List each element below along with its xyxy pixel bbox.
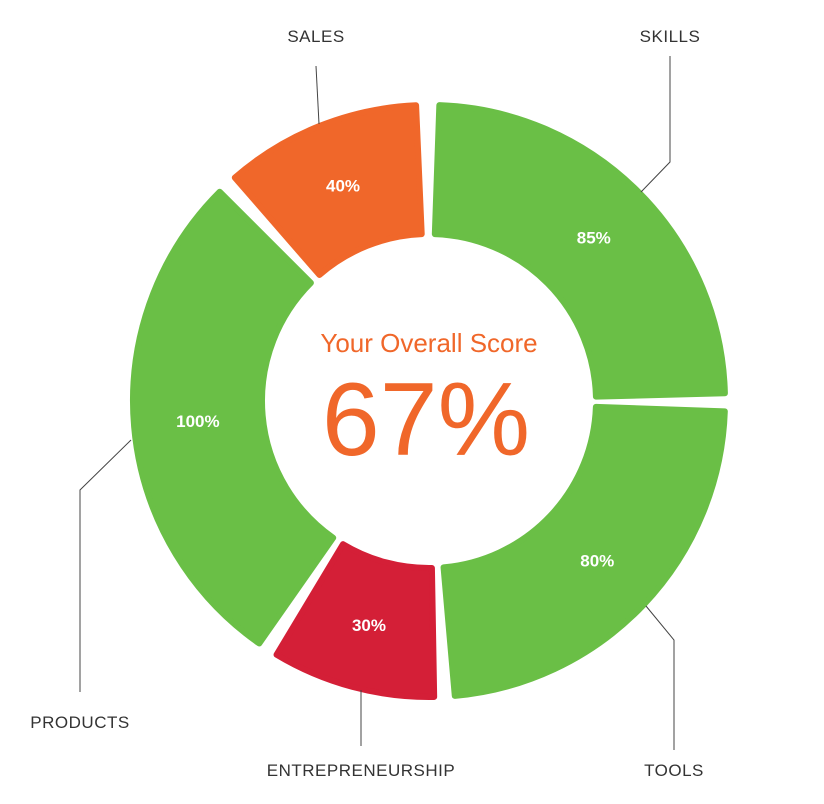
segment-products	[130, 188, 337, 647]
overall-score-value: 67%	[322, 362, 530, 478]
value-label-products: 100%	[176, 412, 219, 431]
segment-entrepreneurship	[273, 541, 438, 700]
value-label-sales: 40%	[326, 177, 360, 196]
segment-skills	[431, 102, 728, 400]
segment-tools	[440, 403, 728, 699]
segment-sales	[231, 102, 425, 278]
category-label-sales: SALES	[287, 27, 344, 46]
category-label-products: PRODUCTS	[30, 713, 129, 732]
category-label-entrepreneurship: ENTREPRENEURSHIP	[267, 761, 455, 780]
category-label-skills: SKILLS	[640, 27, 701, 46]
overall-score-title: Your Overall Score	[320, 328, 537, 358]
leader-line-products	[79, 439, 132, 692]
leader-line-skills	[640, 56, 671, 193]
value-label-entrepreneurship: 30%	[352, 616, 386, 635]
leader-line-sales	[315, 65, 320, 125]
value-label-skills: 85%	[577, 229, 611, 248]
category-label-tools: TOOLS	[644, 761, 704, 780]
leader-line-tools	[645, 605, 675, 750]
value-label-tools: 80%	[580, 552, 614, 571]
